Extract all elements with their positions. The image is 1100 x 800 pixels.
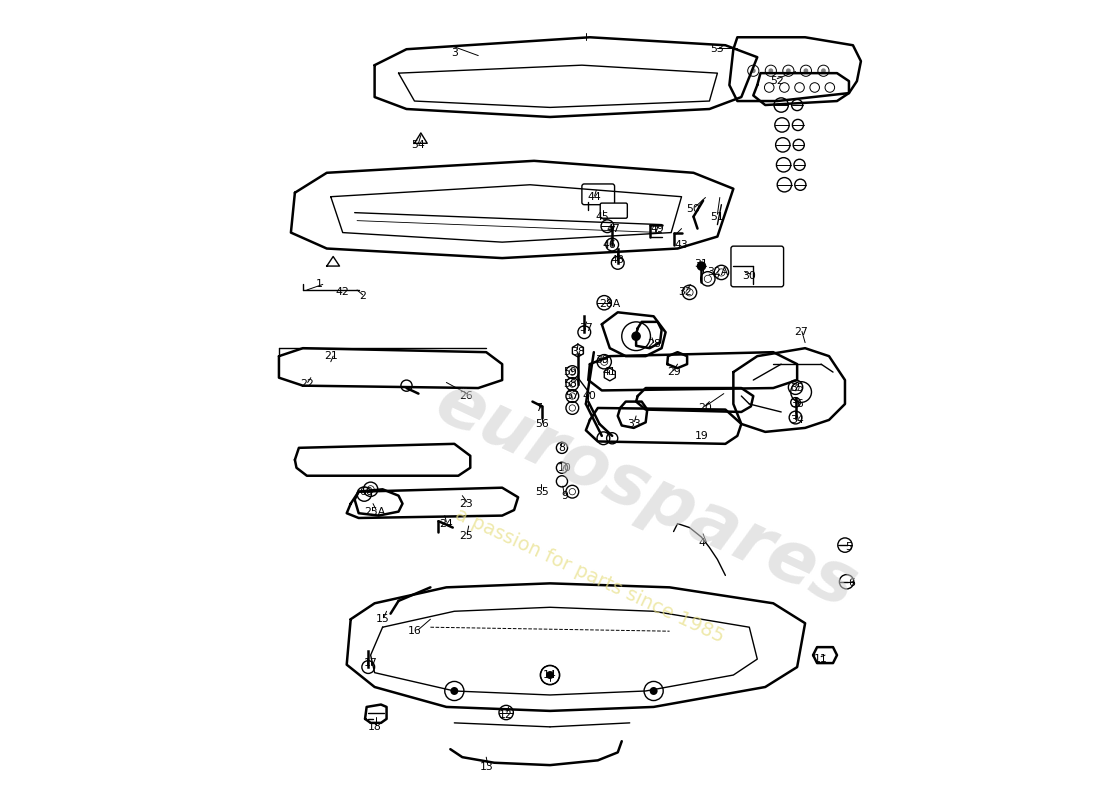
FancyBboxPatch shape xyxy=(582,184,615,205)
Circle shape xyxy=(631,331,641,341)
Text: 53: 53 xyxy=(711,44,724,54)
Text: 20: 20 xyxy=(698,403,713,413)
Circle shape xyxy=(769,68,773,73)
Text: 45: 45 xyxy=(595,212,608,222)
Text: 44: 44 xyxy=(587,192,601,202)
Text: 57: 57 xyxy=(565,391,580,401)
Text: 39: 39 xyxy=(595,355,608,365)
Text: 12: 12 xyxy=(499,710,513,720)
Text: 21: 21 xyxy=(323,351,338,361)
Text: 14: 14 xyxy=(543,670,557,680)
Text: 7: 7 xyxy=(535,403,541,413)
Text: 2: 2 xyxy=(360,291,366,302)
Text: 26: 26 xyxy=(460,391,473,401)
Text: eurospares: eurospares xyxy=(425,368,867,623)
Text: a passion for parts since 1985: a passion for parts since 1985 xyxy=(452,505,727,646)
Text: 48: 48 xyxy=(610,255,625,266)
Text: 19: 19 xyxy=(694,431,708,441)
Text: 11: 11 xyxy=(814,654,828,664)
Text: 24: 24 xyxy=(440,518,453,529)
Circle shape xyxy=(547,672,553,678)
Text: 52: 52 xyxy=(770,76,784,86)
Text: 10: 10 xyxy=(558,462,571,473)
Text: 5: 5 xyxy=(846,542,852,553)
Text: 51: 51 xyxy=(711,212,724,222)
Text: 25A: 25A xyxy=(364,506,385,517)
Text: 1: 1 xyxy=(316,279,322,290)
Text: 17: 17 xyxy=(364,658,377,668)
Text: 42: 42 xyxy=(336,287,350,298)
Text: 22: 22 xyxy=(300,379,313,389)
Circle shape xyxy=(546,671,554,679)
Circle shape xyxy=(696,262,706,271)
Text: 49: 49 xyxy=(651,223,664,234)
FancyBboxPatch shape xyxy=(601,203,627,218)
Text: 54: 54 xyxy=(411,140,426,150)
Circle shape xyxy=(786,68,791,73)
Text: 31: 31 xyxy=(694,259,708,270)
Text: 38: 38 xyxy=(571,347,585,357)
Text: 60: 60 xyxy=(360,486,374,497)
Text: 33: 33 xyxy=(627,419,640,429)
Text: 3: 3 xyxy=(451,48,458,58)
Text: 37: 37 xyxy=(579,323,593,334)
Text: 13: 13 xyxy=(480,762,493,772)
Text: 4: 4 xyxy=(698,538,705,549)
Text: 58: 58 xyxy=(563,379,576,389)
Text: 50: 50 xyxy=(686,204,701,214)
Text: 47: 47 xyxy=(607,223,620,234)
Text: 40: 40 xyxy=(583,391,597,401)
Text: 34: 34 xyxy=(790,415,804,425)
Text: 28: 28 xyxy=(647,339,660,349)
Text: 32A: 32A xyxy=(707,267,728,278)
Text: 36: 36 xyxy=(790,399,804,409)
Text: 29: 29 xyxy=(667,367,681,377)
Text: 43: 43 xyxy=(674,239,689,250)
Circle shape xyxy=(650,687,658,695)
Text: 18: 18 xyxy=(367,722,382,732)
Text: 46: 46 xyxy=(603,239,617,250)
Text: 30: 30 xyxy=(742,271,756,282)
Text: 32: 32 xyxy=(679,287,692,298)
Circle shape xyxy=(450,687,459,695)
Text: 41: 41 xyxy=(603,367,617,377)
FancyBboxPatch shape xyxy=(732,246,783,286)
Text: 59: 59 xyxy=(563,367,576,377)
Text: 8: 8 xyxy=(559,443,565,453)
Text: 56: 56 xyxy=(536,419,549,429)
Circle shape xyxy=(751,68,756,73)
Text: 15: 15 xyxy=(376,614,389,624)
Text: 27: 27 xyxy=(794,327,808,338)
Circle shape xyxy=(821,68,826,73)
Circle shape xyxy=(803,68,808,73)
Text: 9: 9 xyxy=(561,490,568,501)
Text: 23: 23 xyxy=(460,498,473,509)
Text: 6: 6 xyxy=(848,578,855,588)
Text: 35: 35 xyxy=(790,383,804,393)
Text: 16: 16 xyxy=(408,626,421,636)
Text: 25: 25 xyxy=(460,530,473,541)
Text: 55: 55 xyxy=(536,486,549,497)
Text: 28A: 28A xyxy=(600,299,620,310)
